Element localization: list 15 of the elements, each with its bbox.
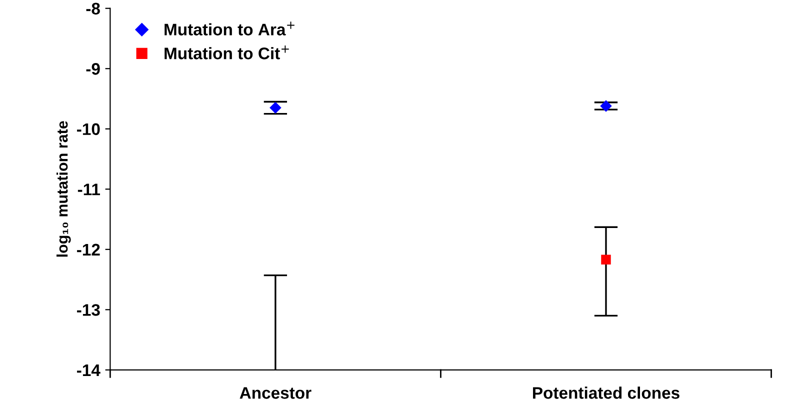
y-tick-label: -13 [77,304,100,316]
y-tick-label: -12 [77,244,100,256]
point [270,102,282,114]
legend-label: Mutation to Cit$^{+}$ [164,45,289,60]
y-tick-label: -9 [86,63,100,75]
x-tick-label: Ancestor [240,387,312,399]
legend-label: Mutation to Ara$^{+}$ [164,22,294,36]
y-axis-title: log₁₀ mutation rate [56,121,71,257]
point [600,100,612,112]
y-tick-label: -10 [77,123,100,136]
x-tick-label: Potentiated clones [533,386,680,399]
y-tick-label: -8 [86,2,100,15]
y-tick-label: -11 [78,184,100,196]
y-tick-label: -14 [77,364,100,376]
point [601,254,611,265]
